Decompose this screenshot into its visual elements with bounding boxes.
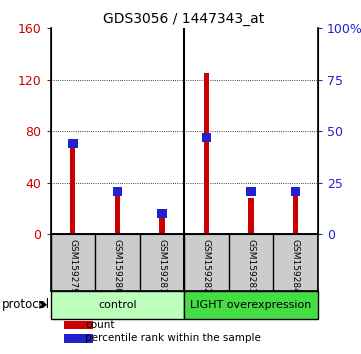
Bar bbox=[248, 198, 253, 234]
Text: protocol: protocol bbox=[1, 298, 50, 311]
Bar bbox=[70, 144, 75, 234]
Bar bbox=[113, 187, 122, 196]
Bar bbox=[115, 196, 120, 234]
Text: GSM159279: GSM159279 bbox=[68, 239, 77, 294]
Text: GSM159280: GSM159280 bbox=[113, 239, 122, 294]
Bar bbox=[51, 291, 184, 319]
Text: control: control bbox=[98, 300, 136, 310]
Text: LIGHT overexpression: LIGHT overexpression bbox=[190, 300, 312, 310]
Bar bbox=[291, 187, 300, 196]
Bar bbox=[64, 321, 93, 330]
Bar bbox=[159, 211, 165, 234]
Bar bbox=[204, 73, 209, 234]
Text: count: count bbox=[85, 320, 115, 330]
Bar bbox=[246, 187, 256, 196]
Bar bbox=[64, 334, 93, 343]
Text: GSM159281: GSM159281 bbox=[157, 239, 166, 294]
Bar bbox=[68, 139, 78, 148]
Bar bbox=[293, 193, 298, 234]
Text: GSM159282: GSM159282 bbox=[202, 239, 211, 294]
Title: GDS3056 / 1447343_at: GDS3056 / 1447343_at bbox=[104, 12, 265, 26]
Text: GSM159284: GSM159284 bbox=[291, 239, 300, 294]
Bar bbox=[201, 133, 211, 142]
Bar bbox=[184, 291, 318, 319]
Text: percentile rank within the sample: percentile rank within the sample bbox=[85, 333, 261, 343]
Text: GSM159283: GSM159283 bbox=[247, 239, 255, 294]
Bar bbox=[157, 209, 167, 218]
